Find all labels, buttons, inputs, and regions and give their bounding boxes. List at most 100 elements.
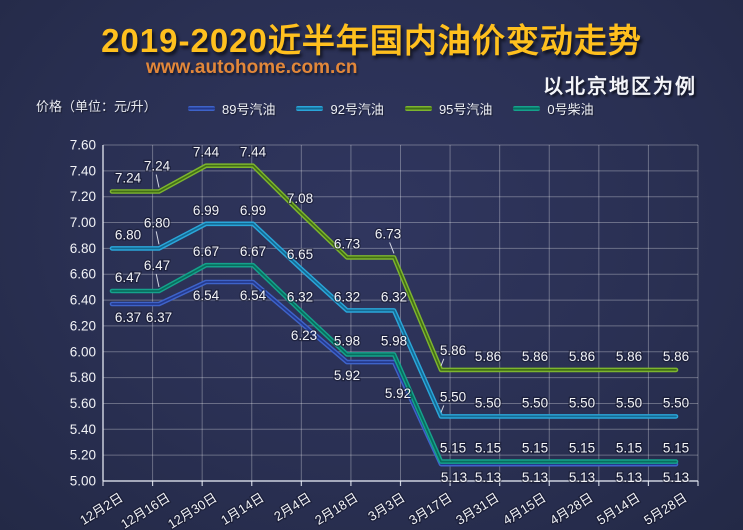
point-value-label: 6.37 — [146, 310, 172, 325]
point-value-label: 5.86 — [569, 349, 595, 364]
y-tick-label: 5.00 — [70, 474, 96, 489]
x-tick-label: 12月30日 — [165, 490, 220, 530]
point-value-label: 6.47 — [115, 270, 141, 285]
point-value-label: 5.50 — [440, 389, 466, 404]
point-value-label: 5.13 — [522, 470, 548, 485]
point-value-label: 5.92 — [334, 368, 360, 383]
legend-item-0: 89号汽油 — [188, 99, 275, 118]
point-value-label: 6.32 — [334, 289, 360, 304]
point-value-label: 5.50 — [569, 395, 595, 410]
label-leader-line — [389, 242, 395, 254]
label-leader-line — [155, 273, 160, 288]
point-labels: 6.37 6.37 6.54 6.54 6.23 5.92 5.92 5.13 5.13 5.13… — [114, 143, 691, 486]
label-leader-line — [440, 405, 445, 413]
point-value-label: 6.67 — [193, 244, 219, 259]
legend-item-2: 95号汽油 — [404, 99, 493, 118]
series-line-2 — [109, 163, 679, 373]
point-value-label: 5.15 — [440, 441, 466, 456]
point-value-label: 6.54 — [240, 288, 267, 303]
legend-label: 92号汽油 — [330, 102, 384, 117]
x-tick-label: 3月17日 — [406, 490, 454, 528]
point-value-label: 6.54 — [193, 288, 220, 303]
axes — [102, 145, 699, 486]
series-line-3 — [109, 262, 679, 464]
x-tick-label: 12月2日 — [77, 490, 125, 528]
y-tick-label: 7.00 — [70, 215, 96, 230]
point-value-label: 5.98 — [381, 333, 407, 348]
x-tick-label: 2月18日 — [312, 490, 360, 528]
label-leader-line — [155, 231, 160, 245]
point-value-label: 5.86 — [522, 349, 548, 364]
y-tick-label: 5.40 — [70, 422, 96, 437]
x-tick-label: 2月4日 — [271, 490, 313, 524]
point-value-label: 5.98 — [334, 333, 360, 348]
y-tick-label: 7.60 — [70, 138, 96, 153]
point-value-label: 5.50 — [663, 395, 689, 410]
x-tick-label: 3月31日 — [453, 490, 501, 528]
website-watermark: www.autohome.com.cn — [146, 57, 358, 78]
point-value-label: 6.67 — [240, 244, 266, 259]
y-tick-label: 6.00 — [70, 344, 96, 359]
point-value-label: 5.13 — [441, 470, 467, 485]
label-leader-line — [440, 358, 445, 367]
point-value-label: 6.37 — [115, 310, 141, 325]
series-line-0 — [109, 279, 679, 467]
legend-item-1: 92号汽油 — [296, 99, 384, 118]
point-value-label: 5.15 — [663, 441, 689, 456]
point-value-label: 6.80 — [144, 215, 170, 230]
y-tick-label: 5.60 — [70, 396, 96, 411]
point-value-label: 5.86 — [663, 349, 689, 364]
legend-label: 95号汽油 — [438, 102, 493, 117]
point-value-label: 7.24 — [115, 171, 142, 186]
legend-line-icon — [296, 106, 324, 111]
point-value-label: 5.92 — [385, 386, 411, 401]
label-leader-line — [155, 174, 160, 188]
y-tick-label: 5.80 — [70, 370, 96, 385]
y-tick-label: 7.20 — [70, 189, 96, 204]
legend-label: 89号汽油 — [222, 102, 276, 117]
point-value-label: 5.86 — [475, 349, 501, 364]
legend-label: 0号柴油 — [547, 102, 594, 117]
point-value-label: 5.13 — [663, 470, 689, 485]
point-value-label: 6.80 — [115, 227, 141, 242]
region-note: 以北京地区为例 — [543, 76, 697, 98]
point-value-label: 5.50 — [616, 395, 642, 410]
point-value-label: 6.73 — [375, 226, 401, 241]
x-tick-label: 5月14日 — [594, 490, 642, 528]
point-value-label: 7.44 — [240, 145, 267, 160]
point-value-label: 6.32 — [287, 289, 313, 304]
legend-line-icon — [188, 106, 215, 111]
legend-item-3: 0号柴油 — [513, 99, 594, 118]
grid — [102, 144, 699, 481]
x-tick-label: 12月16日 — [118, 490, 173, 530]
x-tick-label: 3月3日 — [365, 490, 407, 524]
point-value-label: 5.86 — [440, 343, 466, 358]
y-tick-label: 6.40 — [70, 293, 96, 308]
point-value-label: 5.15 — [522, 441, 548, 456]
point-value-label: 6.99 — [240, 203, 266, 218]
x-tick-label: 5月28日 — [641, 490, 689, 528]
x-tick-label: 4月15日 — [500, 490, 548, 528]
legend-line-icon — [404, 106, 432, 111]
series-line-1 — [109, 221, 679, 419]
chart-legend: 89号汽油 92号汽油 95号汽油 0号柴油 — [188, 99, 594, 118]
point-value-label: 5.50 — [522, 395, 548, 410]
y-axis-labels: 5.00 5.20 5.40 5.60 5.80 6.00 6.20 6.40 6.60 6.80… — [70, 138, 96, 489]
point-value-label: 5.86 — [616, 349, 642, 364]
y-tick-label: 5.20 — [70, 448, 96, 463]
y-axis-unit-label: 价格（单位：元/升） — [36, 99, 157, 114]
y-tick-label: 6.20 — [70, 318, 96, 333]
point-value-label: 5.13 — [475, 470, 501, 485]
x-tick-label: 1月14日 — [218, 490, 266, 528]
point-value-label: 6.99 — [193, 203, 219, 218]
point-value-label: 6.47 — [144, 258, 170, 273]
point-value-label: 6.23 — [291, 328, 317, 343]
x-tick-label: 4月28日 — [547, 490, 595, 528]
point-value-label: 5.15 — [569, 441, 595, 456]
point-value-label: 5.13 — [616, 470, 642, 485]
point-value-label: 7.24 — [144, 159, 171, 174]
y-tick-label: 6.80 — [70, 241, 96, 256]
page-title: 2019-2020近半年国内油价变动走势 — [101, 22, 642, 59]
